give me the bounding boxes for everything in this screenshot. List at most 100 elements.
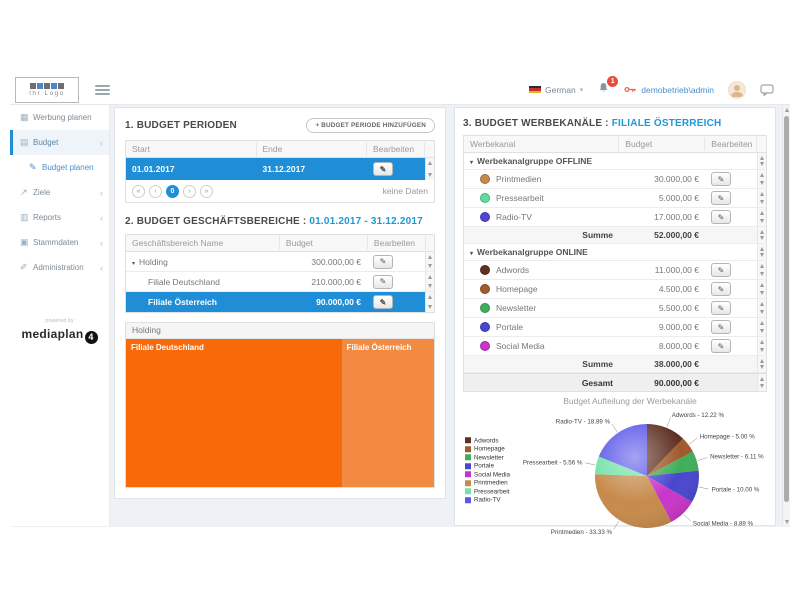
scrollbar-thumb[interactable] bbox=[784, 116, 789, 502]
collapse-icon[interactable]: ▾ bbox=[132, 260, 136, 267]
edit-button[interactable]: ✎ bbox=[711, 263, 731, 277]
sidebar-item-budget-planen[interactable]: ✎ Budget planen bbox=[10, 155, 109, 180]
scroll-down-icon[interactable] bbox=[760, 200, 764, 204]
scroll-down-icon[interactable] bbox=[760, 162, 764, 166]
first-page-button[interactable]: « bbox=[132, 184, 145, 198]
business-unit-row[interactable]: ▾ Holding 300.000,00 € ✎ bbox=[126, 252, 434, 272]
scroll-up-icon[interactable] bbox=[428, 161, 432, 165]
scroll-down-icon[interactable] bbox=[428, 305, 432, 309]
chat-icon[interactable] bbox=[760, 83, 774, 96]
edit-button[interactable]: ✎ bbox=[373, 254, 393, 269]
company-logo[interactable]: Ihr Logo bbox=[15, 76, 79, 103]
scroll-down-icon[interactable] bbox=[760, 236, 764, 240]
scroll-up-icon[interactable] bbox=[760, 247, 764, 251]
scroll-up-icon[interactable] bbox=[760, 264, 764, 268]
prev-page-button[interactable]: ‹ bbox=[149, 184, 162, 198]
scroll-up-icon[interactable] bbox=[760, 340, 764, 344]
table-scrollbar[interactable] bbox=[757, 244, 766, 260]
scroll-up-icon[interactable] bbox=[760, 377, 764, 381]
channel-group-row[interactable]: ▾ Werbekanalgruppe ONLINE bbox=[464, 244, 766, 261]
sidebar-item-stammdaten[interactable]: ▣ Stammdaten ‹ bbox=[10, 230, 109, 255]
edit-button[interactable]: ✎ bbox=[711, 320, 731, 334]
scroll-down-icon[interactable] bbox=[760, 348, 764, 352]
table-scrollbar[interactable] bbox=[757, 337, 766, 355]
scroll-up-icon[interactable] bbox=[760, 283, 764, 287]
scroll-up-icon[interactable] bbox=[760, 173, 764, 177]
budget-period-row[interactable]: 01.01.2017 31.12.2017 ✎ bbox=[126, 158, 434, 180]
table-scrollbar[interactable] bbox=[425, 252, 434, 271]
channel-row[interactable]: Newsletter 5.500,00 € ✎ bbox=[464, 299, 766, 318]
edit-button[interactable]: ✎ bbox=[373, 295, 393, 309]
table-scrollbar[interactable] bbox=[757, 261, 766, 279]
edit-button[interactable]: ✎ bbox=[711, 191, 731, 205]
avatar[interactable] bbox=[728, 80, 746, 99]
scroll-down-icon[interactable] bbox=[760, 181, 764, 185]
edit-button[interactable]: ✎ bbox=[373, 274, 393, 289]
scroll-up-icon[interactable] bbox=[760, 192, 764, 196]
scroll-down-icon[interactable] bbox=[760, 310, 764, 314]
table-scrollbar[interactable] bbox=[757, 170, 766, 188]
add-budget-period-button[interactable]: + BUDGET PERIODE HINZUFÜGEN bbox=[306, 118, 435, 133]
scroll-up-icon[interactable] bbox=[760, 230, 764, 234]
scroll-up-icon[interactable] bbox=[428, 295, 432, 299]
table-scrollbar[interactable] bbox=[757, 227, 766, 243]
table-scrollbar[interactable] bbox=[757, 374, 766, 391]
table-scrollbar[interactable] bbox=[425, 272, 434, 291]
scroll-up-icon[interactable] bbox=[428, 275, 432, 279]
channel-row[interactable]: Homepage 4.500,00 € ✎ bbox=[464, 280, 766, 299]
collapse-icon[interactable]: ▾ bbox=[470, 160, 474, 166]
scroll-up-icon[interactable] bbox=[760, 359, 764, 363]
channel-group-row[interactable]: ▾ Werbekanalgruppe OFFLINE bbox=[464, 153, 766, 170]
channel-row[interactable]: Pressearbeit 5.000,00 € ✎ bbox=[464, 189, 766, 208]
scroll-down-icon[interactable] bbox=[428, 264, 432, 268]
edit-button[interactable]: ✎ bbox=[711, 339, 731, 353]
scroll-up-icon[interactable] bbox=[760, 321, 764, 325]
scroll-down-icon[interactable] bbox=[760, 291, 764, 295]
edit-button[interactable]: ✎ bbox=[711, 301, 731, 315]
scroll-down-icon[interactable] bbox=[428, 173, 432, 177]
sidebar-item-reports[interactable]: ▥ Reports ‹ bbox=[10, 205, 109, 230]
scroll-up-icon[interactable] bbox=[760, 302, 764, 306]
table-scrollbar[interactable] bbox=[757, 318, 766, 336]
edit-button[interactable]: ✎ bbox=[711, 282, 731, 296]
notifications-button[interactable]: 1 bbox=[597, 75, 619, 99]
sidebar-item-ziele[interactable]: ↗ Ziele ‹ bbox=[10, 180, 109, 205]
current-page-button[interactable]: 0 bbox=[166, 184, 179, 198]
table-scrollbar[interactable] bbox=[757, 280, 766, 298]
business-unit-row[interactable]: Filiale Österreich 90.000,00 € ✎ bbox=[126, 292, 434, 312]
edit-button[interactable]: ✎ bbox=[373, 162, 393, 176]
channel-row[interactable]: Social Media 8.000,00 € ✎ bbox=[464, 337, 766, 356]
next-page-button[interactable]: › bbox=[183, 184, 196, 198]
edit-button[interactable]: ✎ bbox=[711, 210, 731, 224]
treemap-cell-filiale-österreich[interactable]: Filiale Österreich bbox=[341, 339, 434, 487]
scroll-down-icon[interactable] bbox=[760, 384, 764, 388]
sidebar-item-administration[interactable]: ✐ Administration ‹ bbox=[10, 255, 109, 280]
scroll-down-icon[interactable] bbox=[760, 219, 764, 223]
scroll-down-icon[interactable] bbox=[428, 284, 432, 288]
channel-row[interactable]: Radio-TV 17.000,00 € ✎ bbox=[464, 208, 766, 227]
scroll-down-icon[interactable] bbox=[760, 365, 764, 369]
user-menu[interactable]: demobetrieb\admin bbox=[624, 85, 714, 95]
sidebar-item-budget[interactable]: ▤ Budget ‹ bbox=[10, 130, 109, 155]
channel-row[interactable]: Portale 9.000,00 € ✎ bbox=[464, 318, 766, 337]
vertical-scrollbar[interactable] bbox=[782, 106, 790, 526]
language-selector[interactable]: German ▾ bbox=[529, 85, 583, 95]
table-scrollbar[interactable] bbox=[757, 189, 766, 207]
last-page-button[interactable]: » bbox=[200, 184, 213, 198]
scroll-down-icon[interactable] bbox=[760, 272, 764, 276]
channel-row[interactable]: Adwords 11.000,00 € ✎ bbox=[464, 261, 766, 280]
scroll-up-icon[interactable] bbox=[760, 156, 764, 160]
scroll-up-icon[interactable] bbox=[760, 211, 764, 215]
scroll-up-icon[interactable] bbox=[428, 255, 432, 259]
table-scrollbar[interactable] bbox=[425, 292, 434, 312]
edit-button[interactable]: ✎ bbox=[711, 172, 731, 186]
scroll-down-icon[interactable] bbox=[760, 253, 764, 257]
menu-toggle-icon[interactable] bbox=[95, 83, 110, 97]
table-scrollbar[interactable] bbox=[757, 356, 766, 372]
business-unit-row[interactable]: Filiale Deutschland 210.000,00 € ✎ bbox=[126, 272, 434, 292]
table-scrollbar[interactable] bbox=[425, 158, 434, 180]
scroll-down-icon[interactable] bbox=[760, 329, 764, 333]
collapse-icon[interactable]: ▾ bbox=[470, 251, 474, 257]
channel-row[interactable]: Printmedien 30.000,00 € ✎ bbox=[464, 170, 766, 189]
sidebar-item-werbung-planen[interactable]: ▦ Werbung planen bbox=[10, 105, 109, 130]
